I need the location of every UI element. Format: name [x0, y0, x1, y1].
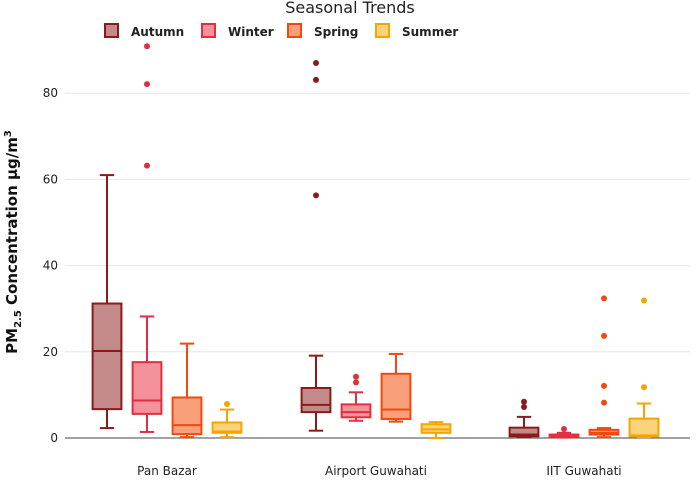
box-spring-2	[588, 295, 620, 439]
y-tick-label: 40	[43, 259, 58, 273]
x-tick-label: IIT Guwahati	[546, 464, 621, 478]
legend-item-winter[interactable]: Winter	[201, 23, 274, 39]
outlier-point	[224, 400, 230, 407]
box-spring-1	[380, 352, 412, 423]
outlier-point	[144, 162, 150, 169]
legend-swatch	[375, 23, 390, 38]
gridlines	[65, 92, 690, 439]
legend-swatch	[287, 23, 302, 38]
y-axis-label-main: PM	[3, 328, 21, 354]
box-autumn-0	[91, 174, 123, 430]
legend-swatch	[201, 23, 216, 38]
y-axis-label-subscript: 2.5	[13, 310, 24, 328]
y-tick-label: 80	[43, 86, 58, 100]
box-winter-2	[548, 425, 580, 439]
outlier-point	[601, 399, 607, 406]
outlier-point	[561, 425, 567, 432]
x-tick-label: Pan Bazar	[137, 464, 197, 478]
outlier-point	[353, 379, 359, 386]
box-body	[171, 396, 203, 436]
box-body	[380, 372, 412, 421]
outlier-point	[144, 81, 150, 88]
outlier-point	[521, 403, 527, 410]
outlier-point	[313, 192, 319, 199]
legend-label: Spring	[314, 25, 358, 39]
y-axis-ticks: 0 20 40 60 80	[43, 86, 58, 445]
box-autumn-1	[300, 60, 332, 432]
x-axis-categories: Pan Bazar Airport Guwahati IIT Guwahati	[137, 464, 621, 478]
y-axis-label: PM2.5 Concentration μg/m3	[3, 130, 24, 354]
y-tick-label: 20	[43, 345, 58, 359]
outlier-point	[601, 332, 607, 339]
box-body	[340, 403, 372, 419]
legend-label: Summer	[402, 25, 458, 39]
box-winter-1	[340, 373, 372, 422]
box-autumn-2	[508, 398, 540, 439]
box-summer-1	[420, 421, 452, 439]
outlier-point	[641, 384, 647, 391]
legend-item-autumn[interactable]: Autumn	[104, 23, 184, 39]
legend-swatch	[104, 23, 119, 38]
outlier-point	[521, 398, 527, 405]
box-winter-0	[131, 43, 163, 433]
chart-title: Seasonal Trends	[285, 0, 415, 17]
box-body	[300, 387, 332, 414]
y-tick-label: 0	[50, 431, 58, 445]
box-summer-0	[211, 400, 243, 439]
legend-label: Autumn	[131, 25, 184, 39]
outlier-point	[601, 382, 607, 389]
legend-label: Winter	[228, 25, 274, 39]
box-body	[628, 417, 660, 438]
box-body	[211, 421, 243, 434]
box-body	[131, 361, 163, 415]
box-body	[508, 426, 540, 438]
legend[interactable]: Autumn Winter Spring Summer	[104, 23, 458, 39]
box-body	[91, 302, 123, 411]
legend-item-summer[interactable]: Summer	[375, 23, 458, 39]
y-axis-label-superscript: 3	[3, 130, 14, 137]
legend-item-spring[interactable]: Spring	[287, 23, 358, 39]
box-summer-2	[628, 297, 660, 439]
plot-area	[91, 43, 660, 439]
box-spring-0	[171, 342, 203, 439]
outlier-point	[601, 295, 607, 302]
x-tick-label: Airport Guwahati	[325, 464, 427, 478]
outlier-point	[353, 373, 359, 380]
outlier-point	[144, 43, 150, 50]
y-tick-label: 60	[43, 172, 58, 186]
outlier-point	[641, 297, 647, 304]
outlier-point	[313, 76, 319, 83]
y-axis-label-rest: Concentration μg/m	[3, 137, 21, 310]
outlier-point	[313, 60, 319, 67]
